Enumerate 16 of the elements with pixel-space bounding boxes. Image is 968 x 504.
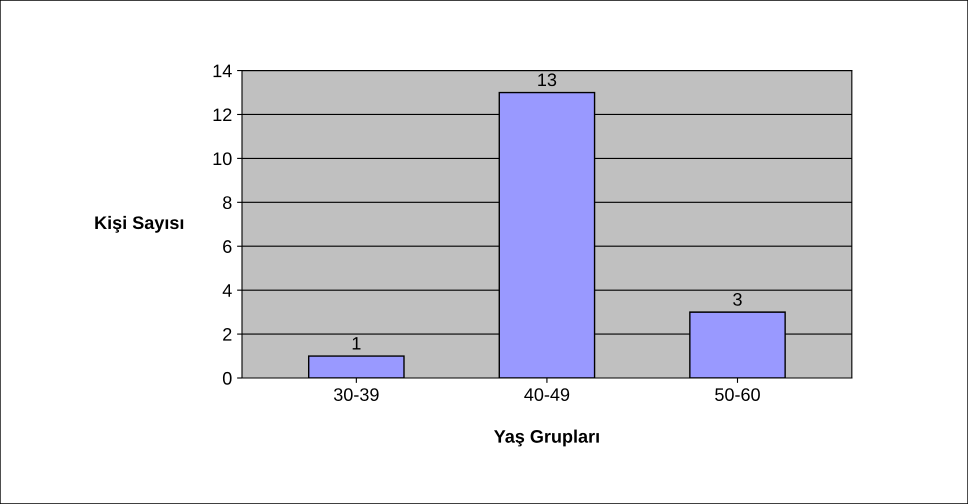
x-tick-label: 50-60 [715, 388, 760, 401]
y-tick-label: 10 [214, 152, 232, 166]
data-label: 1 [352, 337, 360, 350]
y-tick-label: 14 [214, 64, 232, 78]
y-tick-label: 2 [223, 328, 232, 341]
y-tick-label: 12 [214, 108, 232, 122]
y-tick-label: 8 [223, 196, 232, 210]
y-tick-label: 4 [222, 284, 232, 297]
x-axis-title: Yaş Grupları [494, 430, 599, 446]
x-tick-label: 40-49 [524, 388, 570, 401]
y-tick-label: 6 [223, 240, 232, 253]
x-tick-label: 30-39 [334, 388, 379, 401]
data-label: 13 [538, 73, 556, 86]
y-axis-title: Kişi Sayısı [95, 216, 184, 233]
data-label: 3 [733, 292, 742, 306]
y-tick-label: 0 [222, 372, 232, 385]
